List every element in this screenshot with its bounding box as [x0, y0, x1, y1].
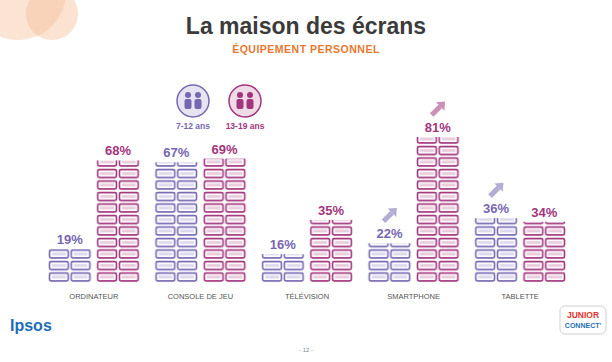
- tick-label: TÉLÉVISION: [285, 292, 329, 301]
- legend-icon: [195, 92, 201, 98]
- tick: CONSOLE DE JEU: [168, 292, 233, 301]
- trend-arrow: [486, 178, 508, 200]
- data-label: 36%: [483, 201, 509, 216]
- trend-arrow-shaft: [430, 105, 442, 117]
- trend-arrow: [427, 97, 449, 119]
- logo-frame: [560, 306, 606, 334]
- bars: [48, 137, 566, 283]
- tick: SMARTPHONE: [387, 292, 440, 301]
- x-axis: ORDINATEUR CONSOLE DE JEU TÉLÉVISION SMARTP…: [69, 292, 539, 301]
- bar: [48, 249, 91, 283]
- logo-text: CONNECT': [565, 322, 602, 329]
- trend-arrow-shaft: [488, 186, 500, 198]
- legend-item: 13-19 ans: [226, 85, 265, 131]
- data-label: 34%: [531, 205, 557, 220]
- bar: [203, 159, 246, 283]
- data-label: 67%: [163, 145, 189, 160]
- chart-svg: La maison des écrans ÉQUIPEMENT PERSONNEL…: [0, 0, 612, 362]
- subtitle: ÉQUIPEMENT PERSONNEL: [232, 43, 380, 55]
- legend-label: 7-12 ans: [176, 121, 210, 131]
- bar: [523, 222, 566, 283]
- data-label: 81%: [425, 120, 451, 135]
- legend-symbol: [177, 85, 209, 117]
- data-labels: 19% 67% 16% 22% 36% 68% 69% 35% 81% 34%: [57, 120, 558, 252]
- trend-arrows: [379, 97, 508, 225]
- bar: [474, 218, 517, 283]
- title: La maison des écrans: [186, 13, 426, 39]
- logo: JUNIOR CONNECT': [560, 306, 606, 334]
- tick-label: CONSOLE DE JEU: [168, 292, 233, 301]
- tick-label: TABLETTE: [501, 292, 538, 301]
- source: Ipsos: [10, 317, 52, 334]
- tick: ORDINATEUR: [69, 292, 119, 301]
- data-label: 68%: [105, 143, 131, 158]
- trend-arrow-head: [436, 97, 449, 110]
- tick-label: SMARTPHONE: [387, 292, 440, 301]
- page-number: - 12 -: [299, 347, 313, 353]
- bar: [261, 254, 304, 283]
- legend-label: 13-19 ans: [226, 121, 265, 131]
- tick-label: ORDINATEUR: [69, 292, 119, 301]
- legend-icon: [237, 92, 243, 98]
- data-label: 22%: [376, 226, 402, 241]
- legend-icon: [237, 99, 244, 109]
- legend-icon: [247, 92, 253, 98]
- data-label: 69%: [212, 142, 238, 157]
- trend-arrow: [379, 204, 401, 226]
- bar: [309, 220, 352, 283]
- logo-text: JUNIOR: [567, 310, 599, 320]
- legend-icon: [185, 99, 192, 109]
- legend: 7-12 ans 13-19 ans: [176, 85, 265, 131]
- bar: [416, 137, 459, 283]
- tick: TÉLÉVISION: [285, 292, 329, 301]
- legend-icon: [195, 99, 202, 109]
- trend-arrow-head: [388, 204, 401, 217]
- bar: [96, 160, 139, 283]
- trend-arrow-head: [494, 178, 507, 191]
- bar: [155, 162, 198, 283]
- bar: [368, 243, 411, 283]
- data-label: 35%: [318, 203, 344, 218]
- legend-icon: [185, 92, 191, 98]
- data-label: 16%: [270, 237, 296, 252]
- legend-item: 7-12 ans: [176, 85, 210, 131]
- data-label: 19%: [57, 232, 83, 247]
- legend-icon: [247, 99, 254, 109]
- trend-arrow-shaft: [382, 211, 394, 223]
- decor-circle: [26, 0, 78, 40]
- tick: TABLETTE: [501, 292, 538, 301]
- legend-symbol: [229, 85, 261, 117]
